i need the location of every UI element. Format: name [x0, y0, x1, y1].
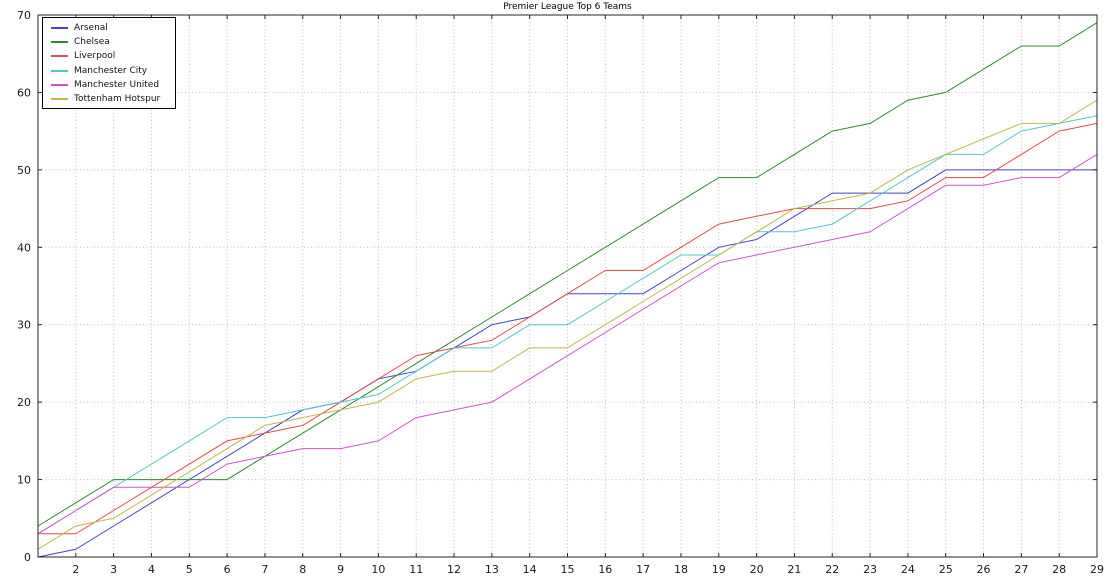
legend-label: Tottenham Hotspur — [74, 94, 161, 105]
x-tick-label: 20 — [750, 563, 764, 576]
x-tick-label: 15 — [561, 563, 575, 576]
x-tick-label: 19 — [712, 563, 726, 576]
x-tick-label: 16 — [598, 563, 612, 576]
x-tick-label: 5 — [186, 563, 193, 576]
x-tick-label: 4 — [148, 563, 155, 576]
legend-line-swatch — [51, 98, 68, 101]
y-tick-label: 50 — [17, 164, 31, 177]
series-line-tottenham-hotspur — [37, 99, 1098, 550]
series-line-liverpool — [38, 122, 1098, 535]
x-tick-label: 12 — [447, 563, 461, 576]
x-tick-label: 26 — [977, 563, 991, 576]
x-tick-label: 11 — [409, 563, 423, 576]
legend-item: Manchester City — [43, 64, 175, 78]
x-tick-label: 23 — [863, 563, 877, 576]
y-tick-label: 70 — [17, 9, 31, 22]
legend-label: Chelsea — [74, 37, 110, 48]
legend-line-swatch — [51, 27, 68, 30]
legend-item: Liverpool — [43, 49, 175, 63]
legend-line-swatch — [51, 69, 68, 72]
x-tick-label: 28 — [1052, 563, 1066, 576]
x-tick-label: 17 — [636, 563, 650, 576]
legend-line-swatch — [51, 83, 68, 86]
x-tick-label: 2 — [72, 563, 79, 576]
y-tick-label: 20 — [17, 396, 31, 409]
chart-title: Premier League Top 6 Teams — [503, 2, 632, 12]
x-tick-label: 24 — [901, 563, 915, 576]
x-tick-label: 22 — [825, 563, 839, 576]
series-line-chelsea — [37, 22, 1098, 527]
x-tick-label: 18 — [674, 563, 688, 576]
y-tick-label: 10 — [17, 474, 31, 487]
x-tick-label: 25 — [939, 563, 953, 576]
y-tick-label: 0 — [24, 551, 31, 564]
legend-item: Chelsea — [43, 35, 175, 49]
x-tick-label: 10 — [371, 563, 385, 576]
y-tick-label: 60 — [17, 86, 31, 99]
x-tick-label: 27 — [1014, 563, 1028, 576]
legend-label: Liverpool — [74, 51, 116, 62]
x-tick-label: 8 — [299, 563, 306, 576]
x-tick-label: 7 — [261, 563, 268, 576]
legend-item: Tottenham Hotspur — [43, 92, 175, 106]
series-line-manchester-united — [37, 153, 1098, 535]
x-tick-label: 9 — [337, 563, 344, 576]
x-tick-label: 13 — [485, 563, 499, 576]
legend-line-swatch — [51, 41, 68, 44]
x-tick-label: 29 — [1090, 563, 1104, 576]
x-tick-label: 14 — [523, 563, 537, 576]
legend-line-swatch — [51, 55, 68, 58]
y-tick-label: 40 — [17, 241, 31, 254]
legend-label: Manchester United — [74, 79, 160, 90]
legend-item: Arsenal — [43, 21, 175, 35]
x-tick-label: 3 — [110, 563, 117, 576]
legend-label: Manchester City — [74, 65, 148, 76]
series-line-manchester-city — [37, 115, 1098, 535]
legend-label: Arsenal — [74, 23, 108, 34]
legend-box: Arsenal Chelsea Liverpool Manchester City Ma… — [42, 17, 176, 110]
x-tick-label: 6 — [224, 563, 231, 576]
x-tick-label: 21 — [787, 563, 801, 576]
y-tick-label: 30 — [17, 319, 31, 332]
legend-item: Manchester United — [43, 78, 175, 92]
